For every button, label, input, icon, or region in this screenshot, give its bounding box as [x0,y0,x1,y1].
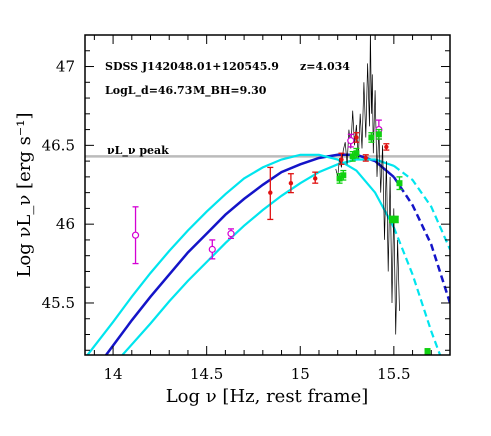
marker-square [392,216,399,223]
plot-frame [84,34,451,356]
green-point-8 [392,215,399,224]
x-axis-label: Log ν [Hz, rest frame] [166,386,369,407]
red-point-2 [287,173,294,194]
marker-circle [131,231,140,239]
x-tick-label: 15 [291,365,310,383]
model-curve-2-dashed [392,226,442,355]
marker-dot [339,157,344,162]
spectrum-line [335,35,400,335]
marker-square [340,172,347,179]
magenta-point-4 [347,133,355,148]
marker-circle [208,245,216,253]
y-tick-label: 46 [56,215,75,233]
marker-dot [313,176,318,181]
x-tick-label: 15.5 [377,365,410,383]
marker-square [424,348,431,355]
annotation-disk-luminosity: LogL_d=46.73 [105,84,192,98]
marker-dot [354,135,359,140]
model-curve-1-solid [104,153,395,355]
green-point-4 [353,147,360,159]
red-point-6 [362,154,369,162]
red-point-4 [338,152,345,165]
x-tick-label: 14.5 [190,365,223,383]
green-point-5 [368,132,375,143]
red-point-5 [353,132,360,143]
annotation-object-name: SDSS J142048.01+120545.9 [105,60,279,73]
green-point-6 [375,128,382,140]
y-tick-label: 47 [56,58,75,76]
marker-square [388,216,395,223]
annotation-peak-label: νL_ν peak [107,144,169,158]
annotation-bh-mass: M_BH=9.30 [193,84,267,98]
model-curve-3-dashed [393,164,450,250]
magenta-point-2 [208,239,216,260]
red-point-1 [267,166,274,221]
model-curve-1-dashed [392,176,450,304]
marker-circle [227,230,235,238]
marker-square [349,153,356,160]
marker-dot [384,144,389,150]
green-point-9 [396,176,403,191]
marker-dot [363,155,368,161]
magenta-point-3 [227,228,235,239]
marker-square [353,150,360,157]
marker-square [336,175,343,182]
red-point-3 [312,171,319,184]
green-point-10 [424,348,431,355]
marker-circle [347,137,355,145]
marker-square [375,131,382,138]
marker-dot [268,190,273,195]
annotation-redshift: z=4.034 [300,60,350,73]
y-tick-label: 46.5 [42,136,75,154]
green-point-2 [340,169,347,181]
magenta-point-1 [131,206,140,265]
marker-square [368,134,375,141]
red-point-7 [383,143,390,151]
marker-dot [288,180,294,186]
y-tick-label: 45.5 [42,294,75,312]
y-axis-label: Log νL_ν [erg s⁻¹] [14,112,35,277]
model-curve-2-solid [86,153,395,355]
marker-square [396,180,403,187]
x-tick-label: 14 [104,365,123,383]
